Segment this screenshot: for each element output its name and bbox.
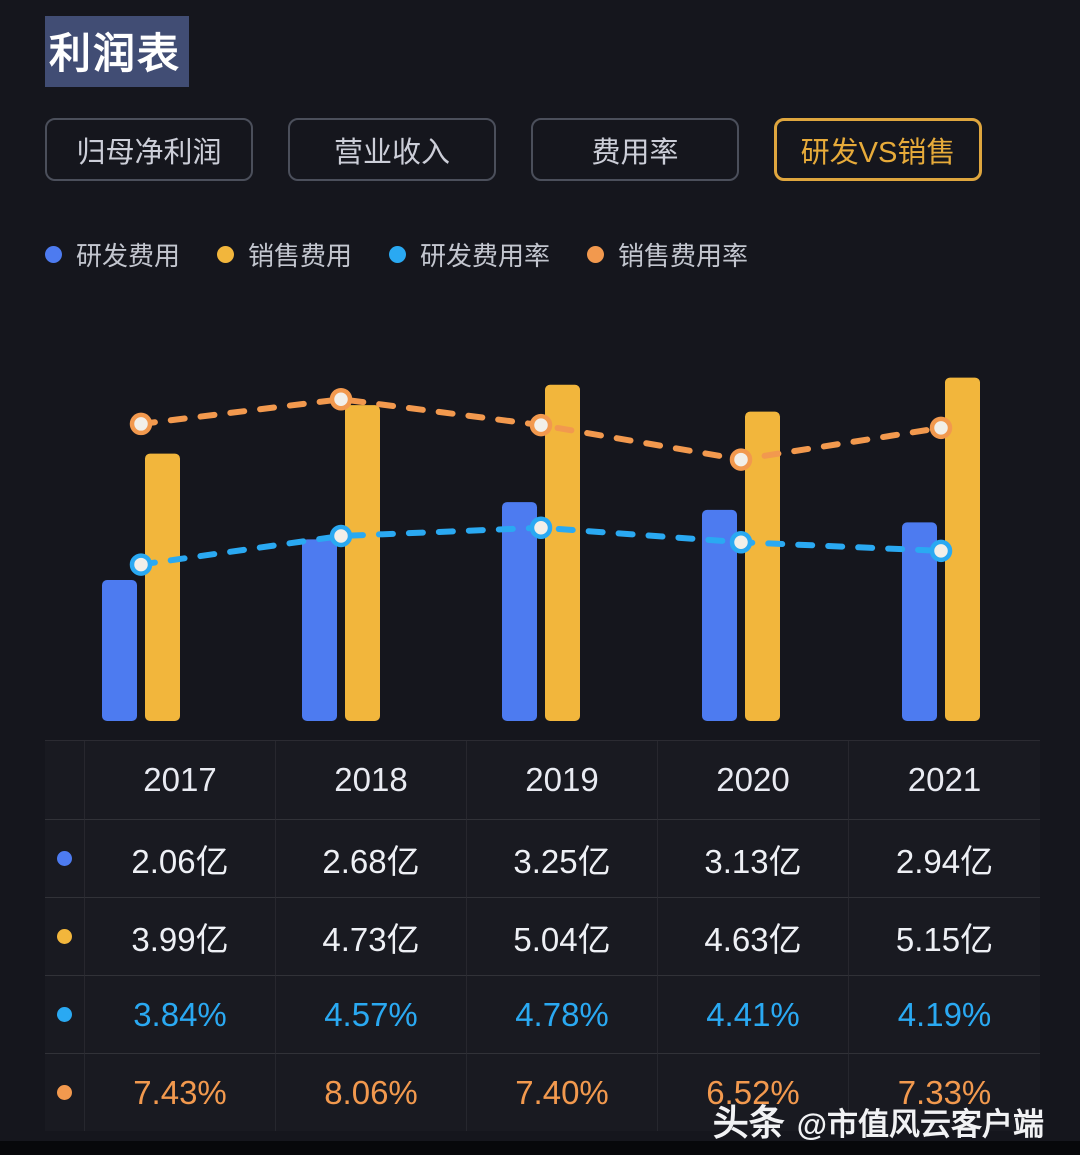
bottom-bar bbox=[0, 1141, 1080, 1155]
table-cell-sales-expense-rate: 7.33% bbox=[897, 1073, 992, 1111]
sales-expense-bar-2017[interactable] bbox=[145, 453, 180, 721]
table-cell-rd-expense-rate: 4.78% bbox=[467, 976, 658, 1054]
rd-expense-rate-point-2020[interactable] bbox=[729, 530, 753, 554]
watermark-handle: @市值风云客户端 bbox=[796, 1107, 1044, 1142]
rd-expense-rate-point-2018[interactable] bbox=[329, 524, 353, 548]
table-cell-rd-expense: 2.68亿 bbox=[276, 820, 467, 898]
table-cell-sales-expense: 4.73亿 bbox=[276, 898, 467, 976]
tab-revenue[interactable]: 营业收入 bbox=[288, 118, 496, 181]
table-row-dot-cell-rd-expense-rate bbox=[45, 976, 85, 1054]
table-cell-rd-expense-rate: 4.41% bbox=[658, 976, 849, 1054]
sales-expense-bar-2020[interactable] bbox=[745, 411, 780, 721]
tab-net-profit[interactable]: 归母净利润 bbox=[45, 118, 253, 181]
table-cell-rd-expense-rate: 4.57% bbox=[276, 976, 467, 1054]
table-cell-sales-expense-rate: 6.52% bbox=[658, 1054, 849, 1131]
table-cell-rd-expense-rate: 4.19% bbox=[849, 976, 1040, 1054]
page-title: 利润表 bbox=[45, 16, 190, 87]
table-cell-rd-expense: 3.13亿 bbox=[658, 820, 849, 898]
sales-expense-rate-point-2017[interactable] bbox=[129, 412, 153, 436]
rd-expense-bar-2018[interactable] bbox=[302, 539, 337, 721]
tab-bar: 归母净利润 营业收入 费用率 研发VS销售 bbox=[45, 118, 982, 181]
rd-expense-rate-point-2021[interactable] bbox=[929, 539, 953, 563]
rd-expense-bar-2017[interactable] bbox=[102, 580, 137, 721]
sales-expense-bar-2018[interactable] bbox=[345, 405, 380, 721]
table-cell-sales-expense-rate: 8.06% bbox=[276, 1054, 467, 1131]
rd-expense-bar-2021[interactable] bbox=[902, 522, 937, 721]
sales-expense-dot-icon bbox=[217, 246, 235, 263]
table-cell-rd-expense: 2.06亿 bbox=[85, 820, 276, 898]
table-cell-rd-expense-rate: 3.84% bbox=[85, 976, 276, 1054]
rd-expense-dot-icon bbox=[57, 851, 72, 866]
rd-expense-rate-point-2017[interactable] bbox=[129, 553, 153, 576]
sales-expense-rate-point-2021[interactable] bbox=[929, 416, 953, 440]
legend-label: 销售费用率 bbox=[618, 241, 749, 271]
table-cell-sales-expense: 4.63亿 bbox=[658, 898, 849, 976]
expense-chart bbox=[45, 335, 1035, 725]
chart-legend: 研发费用 销售费用 研发费用率 销售费用率 bbox=[45, 236, 748, 273]
data-table: 2017 2018 2019 2020 2021 2.06亿 2.68亿 3.25亿 3.13亿… bbox=[45, 740, 1040, 1131]
sales-expense-dot-icon bbox=[57, 929, 72, 944]
legend-item-rd-expense-rate[interactable]: 研发费用率 bbox=[389, 236, 550, 273]
tab-rd-vs-sales[interactable]: 研发VS销售 bbox=[774, 118, 982, 181]
rd-expense-rate-dot-icon bbox=[57, 1007, 72, 1022]
table-cell-sales-expense-rate: 7.40% bbox=[467, 1054, 658, 1131]
legend-item-sales-expense[interactable]: 销售费用 bbox=[217, 236, 352, 273]
sales-expense-rate-point-2020[interactable] bbox=[729, 448, 753, 471]
table-row-dot-cell-sales-expense-rate bbox=[45, 1054, 85, 1131]
sales-expense-bar-2021[interactable] bbox=[945, 377, 980, 721]
rd-expense-bar-2019[interactable] bbox=[502, 502, 537, 721]
legend-item-sales-expense-rate[interactable]: 销售费用率 bbox=[587, 236, 748, 273]
table-cell-sales-expense-rate: 7.43% bbox=[85, 1054, 276, 1131]
legend-label: 研发费用 bbox=[76, 241, 181, 271]
legend-label: 销售费用 bbox=[248, 241, 353, 271]
table-cell-sales-expense: 5.15亿 bbox=[849, 898, 1040, 976]
rd-expense-rate-point-2019[interactable] bbox=[529, 516, 553, 539]
rd-expense-dot-icon bbox=[45, 246, 62, 263]
rd-expense-rate-dot-icon bbox=[389, 246, 407, 263]
watermark-brand: 头条 bbox=[712, 1102, 785, 1143]
sales-expense-rate-point-2018[interactable] bbox=[329, 387, 353, 411]
tab-expense-ratio[interactable]: 费用率 bbox=[531, 118, 739, 181]
sales-expense-rate-dot-icon bbox=[57, 1085, 72, 1100]
table-year-header: 2018 bbox=[276, 741, 467, 820]
rd-expense-bar-2020[interactable] bbox=[702, 509, 737, 721]
table-cell-rd-expense: 2.94亿 bbox=[849, 820, 1040, 898]
sales-expense-rate-point-2019[interactable] bbox=[529, 413, 553, 437]
table-year-header: 2021 bbox=[849, 741, 1040, 820]
watermark: 头条 @市值风云客户端 bbox=[713, 1094, 1044, 1146]
table-year-header: 2019 bbox=[467, 741, 658, 820]
table-row-dot-cell-sales-expense bbox=[45, 898, 85, 976]
table-year-header: 2017 bbox=[85, 741, 276, 820]
table-year-header: 2020 bbox=[658, 741, 849, 820]
table-row-dot-cell-rd-expense bbox=[45, 820, 85, 898]
legend-item-rd-expense[interactable]: 研发费用 bbox=[45, 236, 180, 273]
sales-expense-bar-2019[interactable] bbox=[545, 384, 580, 721]
table-cell-sales-expense: 3.99亿 bbox=[85, 898, 276, 976]
legend-label: 研发费用率 bbox=[420, 241, 551, 271]
table-corner-cell bbox=[45, 741, 85, 820]
table-cell-sales-expense: 5.04亿 bbox=[467, 898, 658, 976]
page-title-wrap: 利润表 bbox=[45, 16, 190, 87]
table-cell-rd-expense: 3.25亿 bbox=[467, 820, 658, 898]
expense-chart-canvas[interactable] bbox=[45, 335, 1035, 725]
sales-expense-rate-dot-icon bbox=[587, 246, 605, 263]
